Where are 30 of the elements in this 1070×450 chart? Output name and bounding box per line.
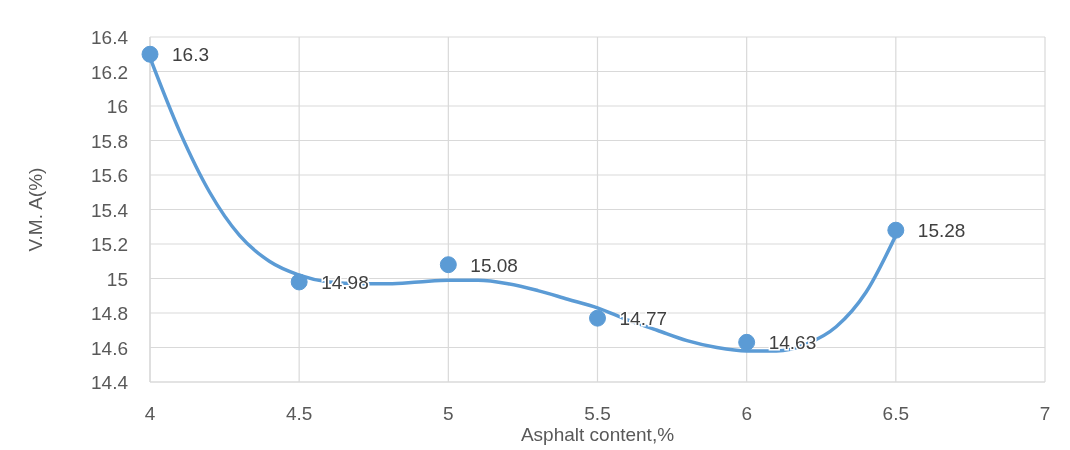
y-tick-label: 14.6 <box>91 337 128 359</box>
y-tick-label: 16.2 <box>91 61 128 83</box>
point <box>141 45 159 63</box>
y-tick-label: 15 <box>106 268 128 290</box>
x-tick-label: 6 <box>741 403 752 424</box>
x-axis-title: Asphalt content,% <box>520 424 675 445</box>
point <box>439 256 457 274</box>
y-tick-label: 15.4 <box>91 199 129 221</box>
x-tick-label: 5 <box>443 403 454 424</box>
y-tick-label: 16 <box>106 96 128 117</box>
y-axis-title: V.M. A(%) <box>25 167 46 252</box>
data-label: 15.28 <box>917 220 966 242</box>
y-tick-label: 15.2 <box>91 234 128 255</box>
point <box>738 333 756 351</box>
x-tick-label: 5.5 <box>584 403 611 424</box>
y-tick-label: 15.8 <box>91 130 128 152</box>
y-tick-label: 14.4 <box>91 372 129 393</box>
x-tick-label: 4 <box>144 403 156 424</box>
point <box>589 309 606 327</box>
point <box>887 221 905 239</box>
data-label: 16.3 <box>172 44 209 66</box>
x-tick-label: 6.5 <box>882 403 910 424</box>
data-label: 15.08 <box>470 254 518 276</box>
point <box>290 273 308 291</box>
y-tick-label: 16.4 <box>91 27 129 48</box>
x-tick-label: 7 <box>1039 403 1051 424</box>
data-label: 14.77 <box>619 308 668 330</box>
y-tick-label: 14.8 <box>91 303 128 324</box>
y-tick-label: 15.6 <box>91 165 128 186</box>
x-tick-label: 4.5 <box>285 403 313 424</box>
